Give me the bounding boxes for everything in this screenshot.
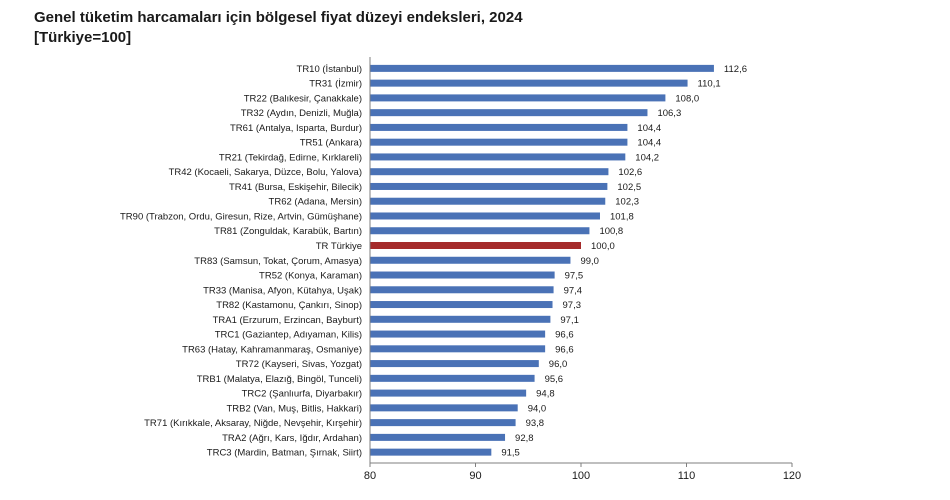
value-label: 95,6 [545,374,564,385]
value-label: 102,6 [618,167,642,178]
x-axis: 80 90 100 110 120 [364,57,801,482]
value-label: 97,4 [564,285,583,296]
x-tick-label: 110 [678,470,696,482]
bar [370,79,688,87]
bar [370,227,590,235]
chart-subtitle: [Türkiye=100] [34,29,132,46]
value-label: 104,4 [637,138,661,149]
chart-title-block: Genel tüketim harcamaları için bölgesel … [34,8,523,48]
category-label: TR62 (Adana, Mersin) [269,197,362,208]
value-label: 99,0 [580,256,599,267]
bar [370,212,600,220]
category-label: TR83 (Samsun, Tokat, Çorum, Amasya) [194,256,362,267]
value-label: 112,6 [724,64,747,75]
bar [370,153,626,161]
category-label: TR82 (Kastamonu, Çankırı, Sinop) [216,300,362,311]
value-label: 104,2 [635,152,659,163]
category-label: TRB1 (Malatya, Elazığ, Bingöl, Tunceli) [197,374,362,385]
value-label: 94,0 [528,403,547,414]
category-label: TRB2 (Van, Muş, Bitlis, Hakkari) [227,403,363,414]
category-label: TR61 (Antalya, Isparta, Burdur) [230,123,362,134]
category-label: TRC3 (Mardin, Batman, Şırnak, Siirt) [207,448,362,459]
category-label: TR10 (İstanbul) [297,64,362,75]
category-label: TR21 (Tekirdağ, Edirne, Kırklareli) [219,152,362,163]
category-label: TR72 (Kayseri, Sivas, Yozgat) [236,359,362,370]
category-label: TR42 (Kocaeli, Sakarya, Düzce, Bolu, Yal… [169,167,362,178]
bar [370,330,546,338]
value-label: 91,5 [501,448,520,459]
category-label: TR31 (İzmir) [309,79,362,90]
bar [370,315,551,323]
category-label: TR32 (Aydın, Denizli, Muğla) [241,108,362,119]
category-label: TR51 (Ankara) [300,138,362,149]
x-tick-label: 100 [572,470,590,482]
category-label: TR81 (Zonguldak, Karabük, Bartın) [214,226,362,237]
bar [370,256,571,264]
bar [370,374,535,382]
bar [370,433,506,441]
value-label: 96,6 [555,344,574,355]
bar [370,168,609,176]
category-label: TR33 (Manisa, Afyon, Kütahya, Uşak) [203,285,362,296]
value-label: 93,8 [526,418,545,429]
bar [370,419,516,427]
category-label: TRC1 (Gaziantep, Adıyaman, Kilis) [215,330,362,341]
x-tick-label: 120 [783,470,801,482]
x-tick-label: 90 [469,470,481,482]
category-label: TRC2 (Şanlıurfa, Diyarbakır) [242,389,362,400]
category-label: TR41 (Bursa, Eskişehir, Bilecik) [229,182,362,193]
value-label: 97,1 [560,315,579,326]
bar [370,182,608,190]
value-label: 110,1 [698,79,721,90]
bar [370,197,606,205]
bar [370,123,628,131]
value-label: 100,8 [599,226,623,237]
bar [370,271,555,279]
value-label: 106,3 [657,108,681,119]
category-labels: TR10 (İstanbul) TR31 (İzmir) TR22 (Balıkes… [120,64,362,459]
value-label: 97,5 [565,271,584,282]
bar [370,360,539,368]
bar [370,345,546,353]
bar [370,64,714,72]
category-label: TR Türkiye [316,241,362,252]
value-label: 108,0 [675,93,699,104]
value-label: 101,8 [610,211,634,222]
bar [370,389,527,397]
bar [370,301,553,309]
value-label: 94,8 [536,389,555,400]
value-label: 102,5 [617,182,641,193]
category-label: TRA2 (Ağrı, Kars, Iğdır, Ardahan) [222,433,362,444]
value-label: 96,0 [549,359,568,370]
value-label: 102,3 [615,197,639,208]
value-label: 92,8 [515,433,534,444]
category-label: TR52 (Konya, Karaman) [259,271,362,282]
bar [370,286,554,294]
category-label: TR71 (Kırıkkale, Aksaray, Niğde, Nevşehi… [144,418,362,429]
value-label: 97,3 [563,300,582,311]
x-tick-label: 80 [364,470,376,482]
value-label: 104,4 [637,123,661,134]
category-label: TR22 (Balıkesir, Çanakkale) [244,93,362,104]
value-label: 96,6 [555,330,574,341]
bar [370,94,666,102]
category-label: TR90 (Trabzon, Ordu, Giresun, Rize, Artv… [120,211,362,222]
value-label: 100,0 [591,241,615,252]
bar [370,138,628,146]
category-label: TRA1 (Erzurum, Erzincan, Bayburt) [213,315,362,326]
bars [370,64,714,456]
chart-title: Genel tüketim harcamaları için bölgesel … [34,9,523,26]
bar-highlight [370,242,581,249]
category-label: TR63 (Hatay, Kahramanmaraş, Osmaniye) [182,344,362,355]
bar [370,109,648,117]
bar [370,404,518,412]
bar [370,448,492,456]
